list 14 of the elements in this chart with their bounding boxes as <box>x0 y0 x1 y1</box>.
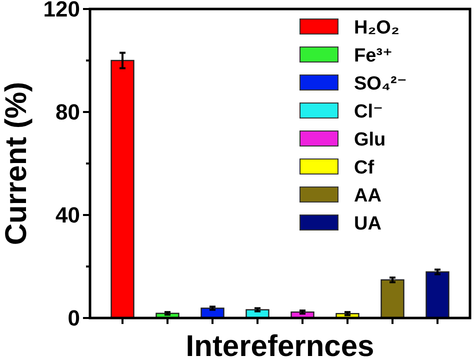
y-tick-label: 0 <box>68 306 80 331</box>
y-tick-label: 120 <box>43 0 80 22</box>
legend-label: Fe³⁺ <box>354 46 393 67</box>
legend-label: H₂O₂ <box>354 18 400 39</box>
legend-label: Glu <box>354 130 386 151</box>
y-tick-label: 80 <box>56 100 80 125</box>
legend-label: Cl⁻ <box>354 102 384 123</box>
y-tick-label: 40 <box>56 202 80 228</box>
x-axis-title: Interefernces <box>186 330 374 360</box>
legend-label: SO₄²⁻ <box>354 74 407 95</box>
legend-label: AA <box>354 186 382 207</box>
legend-label: UA <box>354 214 382 235</box>
legend-label: Cf <box>354 158 375 179</box>
y-axis-title: Current (%) <box>0 82 33 246</box>
